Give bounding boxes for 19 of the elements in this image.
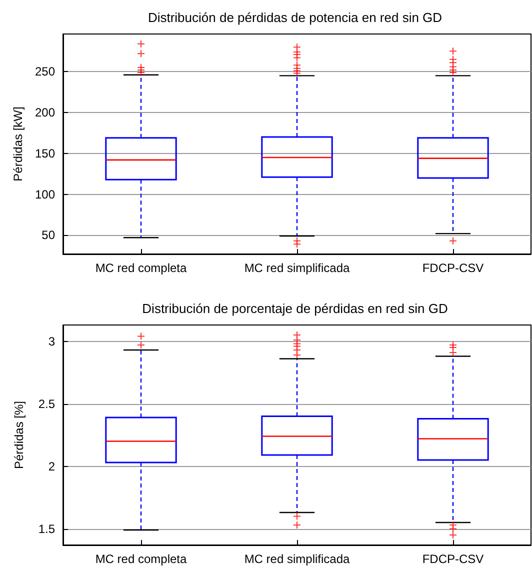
x-tick-label: FDCP-CSV	[422, 552, 484, 566]
x-tick-label: MC red completa	[95, 261, 188, 275]
y-tick-label: 1.5	[38, 522, 56, 536]
x-tick-label: FDCP-CSV	[422, 261, 484, 275]
x-tick-label: MC red completa	[95, 552, 188, 566]
x-tick-label: MC red simplificada	[244, 552, 350, 566]
y-tick-label: 50	[42, 228, 56, 242]
y-axis-title: Pérdidas [kW]	[11, 106, 26, 182]
x-tick-label: MC red simplificada	[244, 261, 350, 275]
chart-title: Distribución de pérdidas de potencia en red sin GD	[148, 10, 442, 25]
y-axis-title: Pérdidas [%]	[12, 400, 26, 470]
chart-title: Distribución de porcentaje de pérdidas en red sin GD	[142, 301, 448, 316]
y-tick-label: 3	[48, 334, 56, 348]
y-tick-label: 2.5	[38, 396, 56, 411]
y-tick-label: 100	[34, 187, 56, 202]
y-tick-label: 200	[34, 106, 56, 120]
y-tick-label: 150	[34, 146, 56, 160]
y-tick-label: 250	[34, 64, 56, 79]
y-tick-label: 2	[48, 459, 56, 474]
